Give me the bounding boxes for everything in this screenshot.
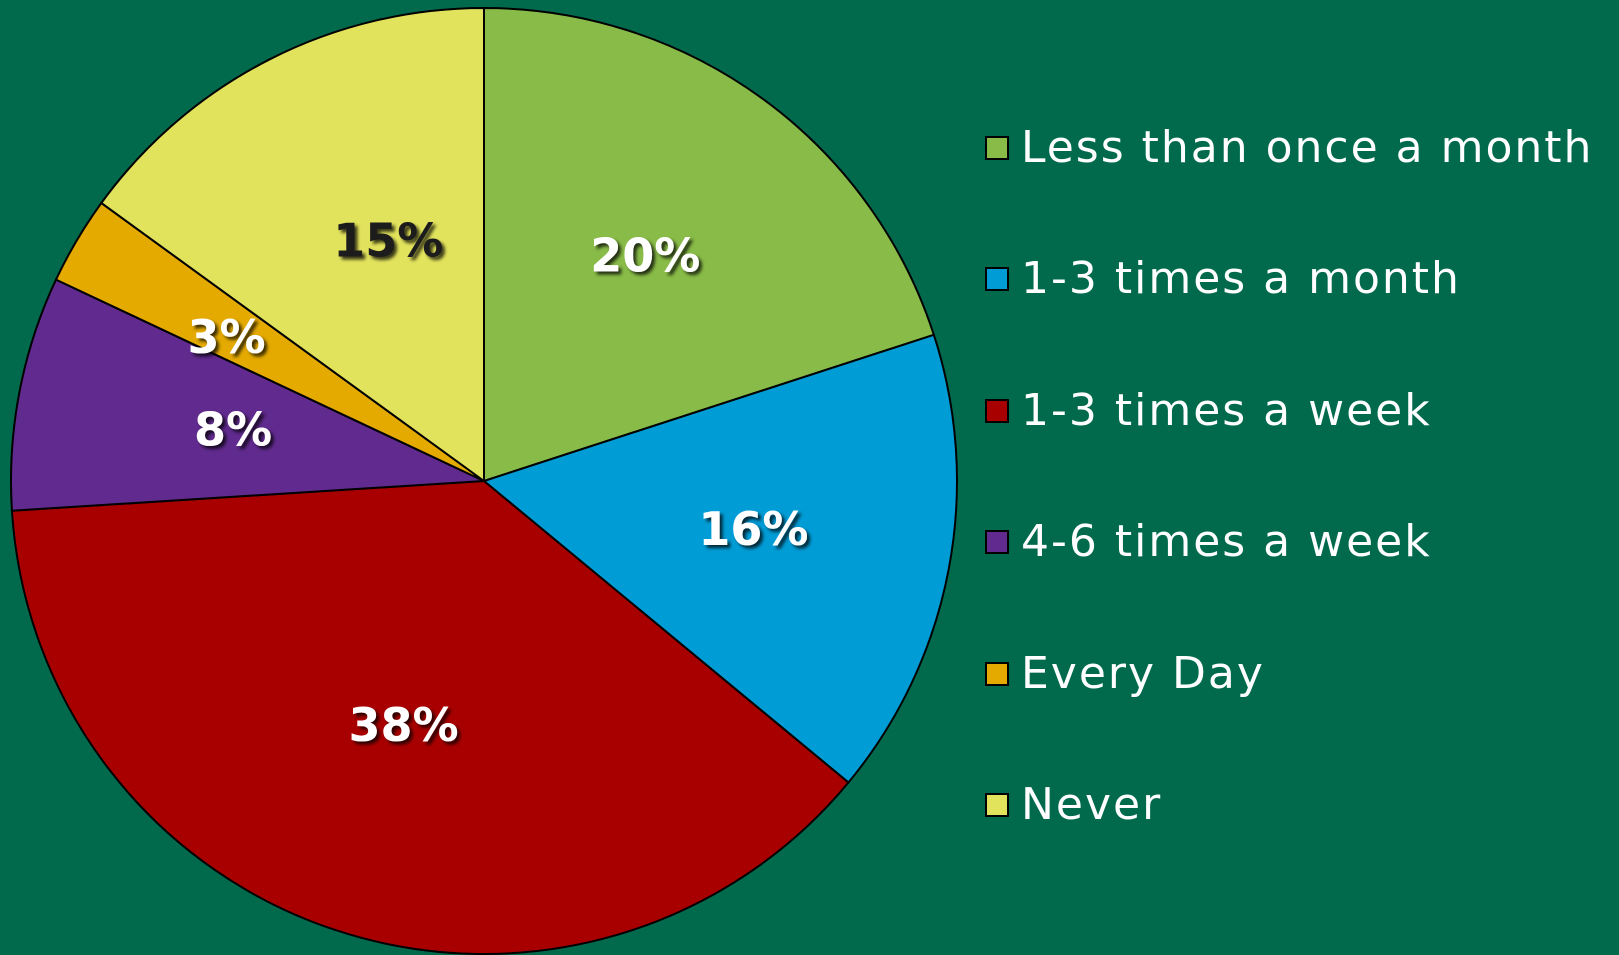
data-label-every-day: 3% xyxy=(187,310,265,364)
legend-label-never: Never xyxy=(1021,779,1163,831)
legend-swatch-1-3-times-a-week xyxy=(985,398,1009,423)
pie-slice-4-6-times-a-week xyxy=(10,278,485,512)
legend-swatch-4-6-times-a-week xyxy=(985,530,1009,555)
pie-plot-area: 20% 16% 38% 8% 3% 15% xyxy=(10,6,958,955)
data-label-1-3-times-a-week: 38% xyxy=(349,698,459,752)
legend-item-every-day: Every Day xyxy=(985,608,1593,740)
pie-slice-less-than-once-a-month xyxy=(483,6,936,483)
pie-slice-1-3-times-a-week xyxy=(10,479,850,955)
legend: Less than once a month 1-3 times a month… xyxy=(985,125,1593,921)
legend-label-every-day: Every Day xyxy=(1021,647,1265,699)
legend-swatch-every-day xyxy=(985,661,1009,686)
legend-item-1-3-times-a-week: 1-3 times a week xyxy=(985,345,1593,477)
data-label-never: 15% xyxy=(333,214,443,268)
legend-swatch-never xyxy=(985,793,1009,818)
legend-item-never: Never xyxy=(985,740,1593,872)
legend-swatch-less-than-once-a-month xyxy=(985,135,1009,160)
data-label-1-3-times-a-month: 16% xyxy=(698,502,808,556)
pie-slice-never xyxy=(99,6,485,483)
legend-item-less-than-once-a-month: Less than once a month xyxy=(985,82,1593,214)
legend-swatch-1-3-times-a-month xyxy=(985,267,1009,292)
legend-label-1-3-times-a-week: 1-3 times a week xyxy=(1021,384,1432,436)
legend-item-1-3-times-a-month: 1-3 times a month xyxy=(985,214,1593,346)
data-label-less-than-once-a-month: 20% xyxy=(590,229,700,283)
pie-slice-1-3-times-a-month xyxy=(481,333,958,784)
legend-label-less-than-once-a-month: Less than once a month xyxy=(1021,121,1594,173)
legend-label-4-6-times-a-week: 4-6 times a week xyxy=(1021,516,1432,568)
legend-item-4-6-times-a-week: 4-6 times a week xyxy=(985,477,1593,609)
legend-label-1-3-times-a-month: 1-3 times a month xyxy=(1021,253,1461,305)
data-label-4-6-times-a-week: 8% xyxy=(194,403,272,457)
